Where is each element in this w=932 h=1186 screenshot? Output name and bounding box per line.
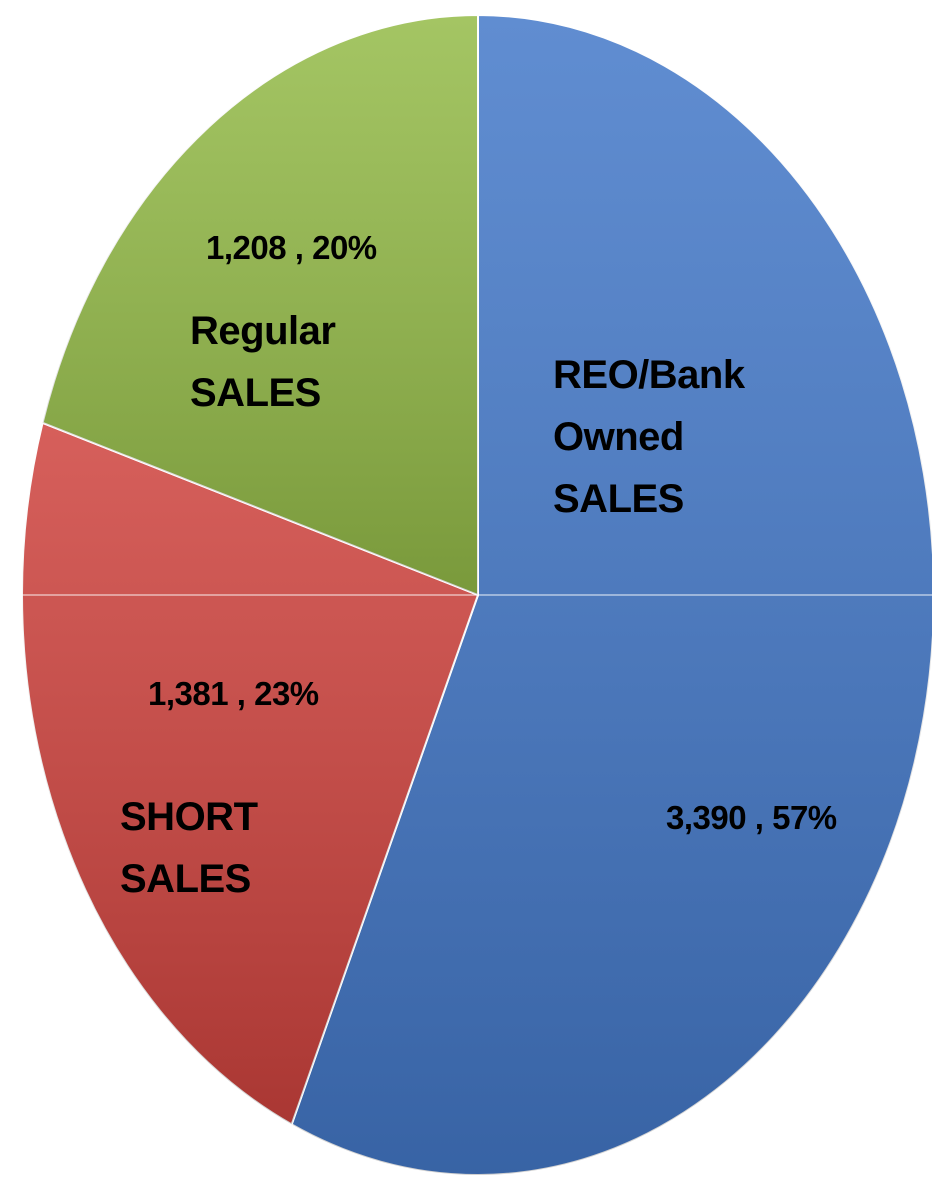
data-label: 1,208 , 20% bbox=[206, 229, 377, 266]
data-label: 3,390 , 57% bbox=[666, 799, 837, 836]
category-label: SHORT SALES bbox=[120, 795, 258, 901]
category-label: REO/Bank Owned SALES bbox=[553, 353, 745, 521]
category-label: Regular SALES bbox=[190, 309, 336, 415]
data-label: 1,381 , 23% bbox=[148, 675, 319, 712]
